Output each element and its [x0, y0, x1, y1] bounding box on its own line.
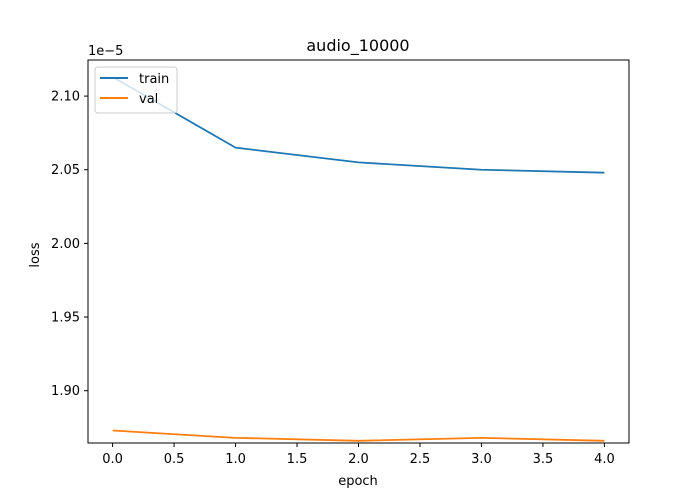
y-tick-label: 2.00: [51, 237, 80, 252]
plot-frame: [87, 59, 630, 444]
y-offset-label: 1e−5: [88, 44, 123, 59]
x-tick-label: 0.5: [164, 452, 185, 467]
y-tick-label: 1.95: [51, 311, 80, 326]
x-tick-label: 4.0: [594, 452, 615, 467]
x-tick-label: 1.5: [287, 452, 308, 467]
x-tick-label: 2.0: [348, 452, 369, 467]
x-tick-label: 0.0: [102, 452, 123, 467]
x-axis-title: epoch: [338, 474, 378, 489]
series-line-train: [112, 76, 605, 174]
y-axis-title: loss: [28, 242, 43, 267]
y-axis-ticks: 1.90 1.95 2.00 2.05 2.10: [51, 90, 88, 399]
chart-title: audio_10000: [306, 36, 409, 56]
legend-val-label: val: [139, 92, 158, 107]
y-tick-label: 1.90: [51, 384, 80, 399]
series-layer: [112, 76, 605, 442]
x-tick-label: 2.5: [410, 452, 431, 467]
x-tick-label: 3.5: [533, 452, 554, 467]
y-tick-label: 2.10: [51, 90, 80, 105]
y-tick-label: 2.05: [51, 163, 80, 178]
x-axis-ticks: 0.0 0.5 1.0 1.5 2.0 2.5 3.0 3.5 4.0: [102, 443, 615, 467]
legend: train val: [94, 66, 178, 114]
series-line-val: [112, 429, 605, 442]
x-tick-label: 1.0: [225, 452, 246, 467]
legend-train-label: train: [139, 72, 169, 87]
x-tick-label: 3.0: [471, 452, 492, 467]
